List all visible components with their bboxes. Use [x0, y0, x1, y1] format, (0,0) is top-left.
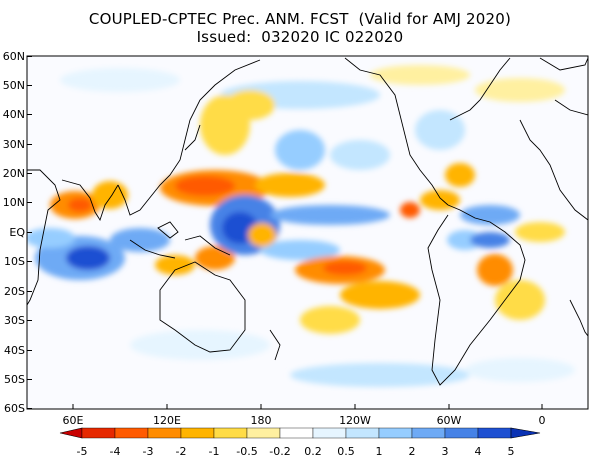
lat-label: 60N [3, 50, 25, 63]
anomaly-field [27, 65, 575, 387]
chart-title: COUPLED-CPTEC Prec. ANM. FCST (Valid for… [88, 10, 512, 28]
lat-label: 50N [3, 79, 25, 92]
colorbar-swatch [147, 427, 182, 439]
lon-axis: 60E 120E 180 120W 60W 0 [63, 404, 546, 427]
colorbar-label: 3 [442, 445, 449, 458]
colorbar-swatch [279, 427, 314, 439]
lat-label: 20N [3, 167, 25, 180]
colorbar-swatch [81, 427, 116, 439]
chart-subtitle: Issued: 032020 IC 022020 [196, 28, 404, 46]
colorbar-swatch [114, 427, 149, 439]
colorbar-label: -0.2 [269, 445, 290, 458]
lat-axis: 60N 50N 40N 30N 20N 10N EQ 10S 20S 30S 4… [3, 50, 32, 415]
lat-label: 60S [4, 402, 25, 415]
colorbar-swatch [444, 427, 479, 439]
lon-label: 180 [251, 414, 272, 427]
lat-label: EQ [9, 226, 25, 239]
colorbar-label: -1 [209, 445, 220, 458]
colorbar-label: -2 [176, 445, 187, 458]
colorbar-label: -5 [77, 445, 88, 458]
colorbar-end-right [510, 427, 541, 439]
lat-label: 30S [4, 314, 25, 327]
colorbar-swatch [246, 427, 281, 439]
lat-label: 40S [4, 344, 25, 357]
plot-area [27, 56, 588, 409]
lon-label: 120W [339, 414, 371, 427]
colorbar-label: 2 [409, 445, 416, 458]
colorbar-swatch [213, 427, 248, 439]
lat-label: 10S [4, 255, 25, 268]
colorbar-swatch [180, 427, 215, 439]
lat-label: 40N [3, 108, 25, 121]
lon-label: 60E [63, 414, 84, 427]
colorbar-label: -0.5 [236, 445, 257, 458]
colorbar-label: 1 [376, 445, 383, 458]
lon-label: 60W [437, 414, 462, 427]
colorbar-swatch [411, 427, 446, 439]
coastlines [27, 57, 588, 386]
colorbar-label: 4 [475, 445, 482, 458]
colorbar-label: 0.5 [337, 445, 355, 458]
colorbar-swatch [378, 427, 413, 439]
colorbar-label: 0.2 [304, 445, 322, 458]
lon-label: 0 [539, 414, 546, 427]
colorbar-label: 5 [508, 445, 515, 458]
colorbar-swatch [312, 427, 347, 439]
lat-label: 50S [4, 373, 25, 386]
colorbar: -5 -4 -3 -2 -1 -0.5 -0.2 0.2 0.5 1 2 3 4… [59, 427, 541, 458]
colorbar-swatch [345, 427, 380, 439]
colorbar-end-left [59, 427, 83, 439]
colorbar-label: -4 [110, 445, 121, 458]
lat-label: 20S [4, 285, 25, 298]
colorbar-swatch [477, 427, 512, 439]
lon-label: 120E [153, 414, 181, 427]
lat-label: 10N [3, 196, 25, 209]
lat-label: 30N [3, 138, 25, 151]
colorbar-label: -3 [143, 445, 154, 458]
